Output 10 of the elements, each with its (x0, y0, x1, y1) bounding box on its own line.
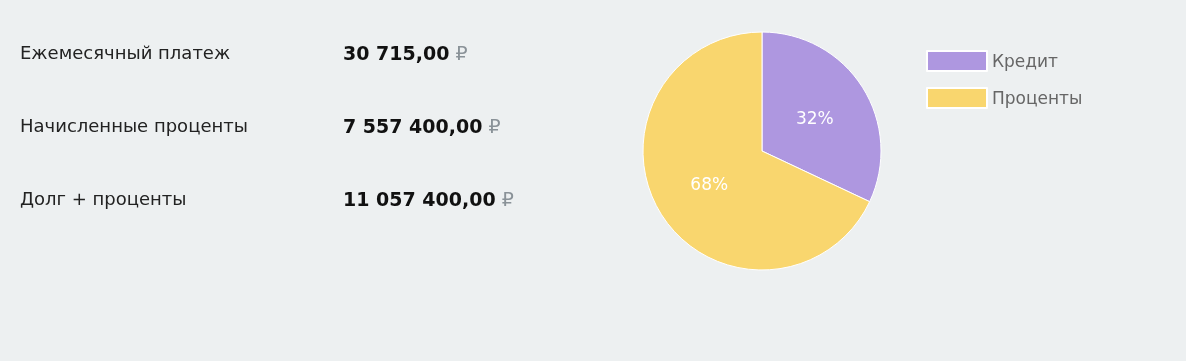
text: Ежемесячный платеж (20, 42, 231, 63)
legend-label: Кредит (992, 51, 1059, 71)
text: Начисленные проценты (20, 115, 248, 136)
data-label: 32% (795, 107, 834, 128)
text: Долг + проценты (20, 188, 187, 209)
data-label: 68% (690, 174, 729, 195)
text: 11 057 400,00 ₽ (343, 188, 514, 210)
text: 30 715,00 ₽ (343, 42, 468, 64)
text: 7 557 400,00 ₽ (343, 115, 501, 137)
legend-label: Проценты (992, 88, 1083, 108)
